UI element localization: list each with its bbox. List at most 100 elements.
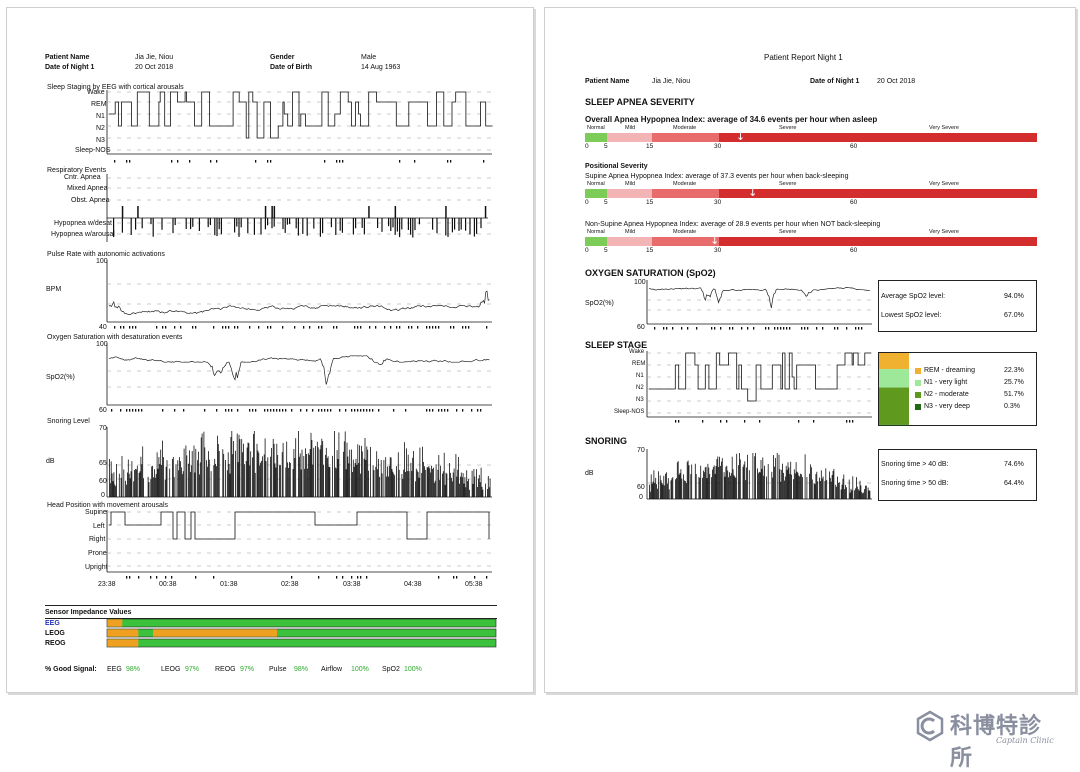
snore-bar: [739, 453, 740, 499]
desaturation-mark: [276, 409, 278, 412]
severity-segment: [719, 237, 1037, 246]
snore-bar: [351, 449, 352, 497]
snore-bar: [128, 473, 130, 497]
snore-bar: [832, 470, 834, 499]
snore-bar: [437, 469, 439, 497]
scale-ticks: 0 5 15 30 60: [585, 199, 1037, 207]
snore-bar: [476, 469, 477, 497]
snore-bar: [861, 492, 863, 499]
hypopnea-event: [392, 218, 394, 228]
snore-bar: [766, 476, 767, 499]
movement-arousal-mark: [165, 576, 167, 579]
severity-segment: [719, 133, 1037, 142]
desaturation-mark: [174, 409, 176, 412]
snore-bar: [254, 472, 256, 497]
snore-bar: [487, 489, 488, 497]
snore-bar: [325, 447, 327, 497]
snore-bar: [198, 451, 199, 497]
snore-bar: [298, 431, 299, 497]
snore-bar: [857, 489, 859, 499]
snore-bar: [687, 460, 689, 499]
snore-bar: [726, 465, 728, 499]
snore-bar: [706, 478, 708, 499]
snore-bar: [207, 466, 208, 497]
snore-bar: [762, 457, 764, 499]
snore-bar: [429, 468, 431, 497]
snore-tick-60: 60: [99, 478, 107, 485]
snore-bar: [293, 448, 295, 497]
snore-bar: [754, 456, 756, 499]
hypopnea-event: [407, 218, 409, 230]
activation-mark: [429, 326, 431, 329]
impedance-segment: [107, 629, 139, 637]
snore-bar: [685, 481, 686, 499]
snore-bar: [438, 455, 440, 497]
movement-arousal-mark: [342, 576, 344, 579]
snore-bar: [298, 456, 300, 497]
snore-bar: [272, 438, 274, 497]
snore-bar: [867, 487, 869, 499]
snore-bar: [343, 451, 344, 497]
arousal-mark: [450, 160, 452, 163]
desaturation-mark: [753, 327, 755, 330]
snore-bar: [467, 481, 468, 497]
snore-bar: [856, 486, 858, 499]
desaturation-mark: [228, 409, 230, 412]
snore-bar: [748, 470, 750, 499]
snore-bar: [116, 464, 117, 497]
snore-bar: [831, 475, 833, 499]
snore-bar: [243, 443, 244, 497]
activation-mark: [375, 326, 377, 329]
desaturation-mark: [846, 327, 848, 330]
severity-label-mild: Mild: [625, 125, 636, 131]
snore-bar: [406, 448, 407, 497]
hypopnea-event: [414, 218, 416, 231]
snore-bar: [200, 437, 202, 497]
desaturation-mark: [834, 327, 836, 330]
desaturation-mark: [861, 327, 863, 330]
snore-bar: [469, 489, 470, 497]
snore-bar: [402, 478, 404, 497]
snore-bar: [141, 464, 143, 497]
snore-bar: [868, 490, 870, 499]
snore-bar: [755, 453, 756, 499]
snore-bar: [739, 459, 741, 499]
snore-bar: [772, 477, 774, 499]
snore-bar: [442, 473, 443, 497]
desaturation-mark: [351, 409, 353, 412]
arousal-mark: [171, 160, 173, 163]
stage-label-nos: Sleep-NOS: [614, 409, 645, 415]
snore-bar: [479, 482, 481, 497]
movement-arousal-mark: [351, 576, 353, 579]
obstructive-apnea-event: [394, 206, 397, 218]
hypopnea-event: [264, 218, 266, 230]
activation-mark: [294, 326, 296, 329]
snore-bar: [709, 474, 711, 499]
snore-bar: [714, 473, 716, 499]
snore-bar: [114, 484, 116, 497]
desaturation-mark: [393, 409, 395, 412]
movement-arousal-mark: [138, 576, 140, 579]
activation-mark: [225, 326, 227, 329]
time-label: 05:38: [465, 581, 483, 588]
scale-tick: 15: [646, 199, 654, 206]
snore-bar: [177, 460, 179, 497]
snore-bar: [367, 449, 369, 497]
snore-bar: [335, 468, 337, 497]
gender-value: Male: [361, 54, 377, 61]
snore-bar: [860, 485, 862, 499]
snore-bar: [776, 453, 778, 499]
impedance-bar-eeg: [106, 618, 497, 628]
obstructive-apnea-event: [484, 206, 487, 218]
snore-bar: [356, 464, 358, 497]
movement-arousal-mark: [453, 576, 455, 579]
impedance-label-leog: LEOG: [45, 630, 65, 637]
snore-bar: [759, 472, 761, 499]
snore-bar: [263, 454, 265, 497]
snore-bar: [222, 449, 224, 497]
desaturation-mark: [279, 409, 281, 412]
activation-mark: [234, 326, 236, 329]
desaturation-mark: [855, 327, 857, 330]
hypopnea-event: [432, 218, 434, 230]
snore-bar: [169, 468, 171, 497]
